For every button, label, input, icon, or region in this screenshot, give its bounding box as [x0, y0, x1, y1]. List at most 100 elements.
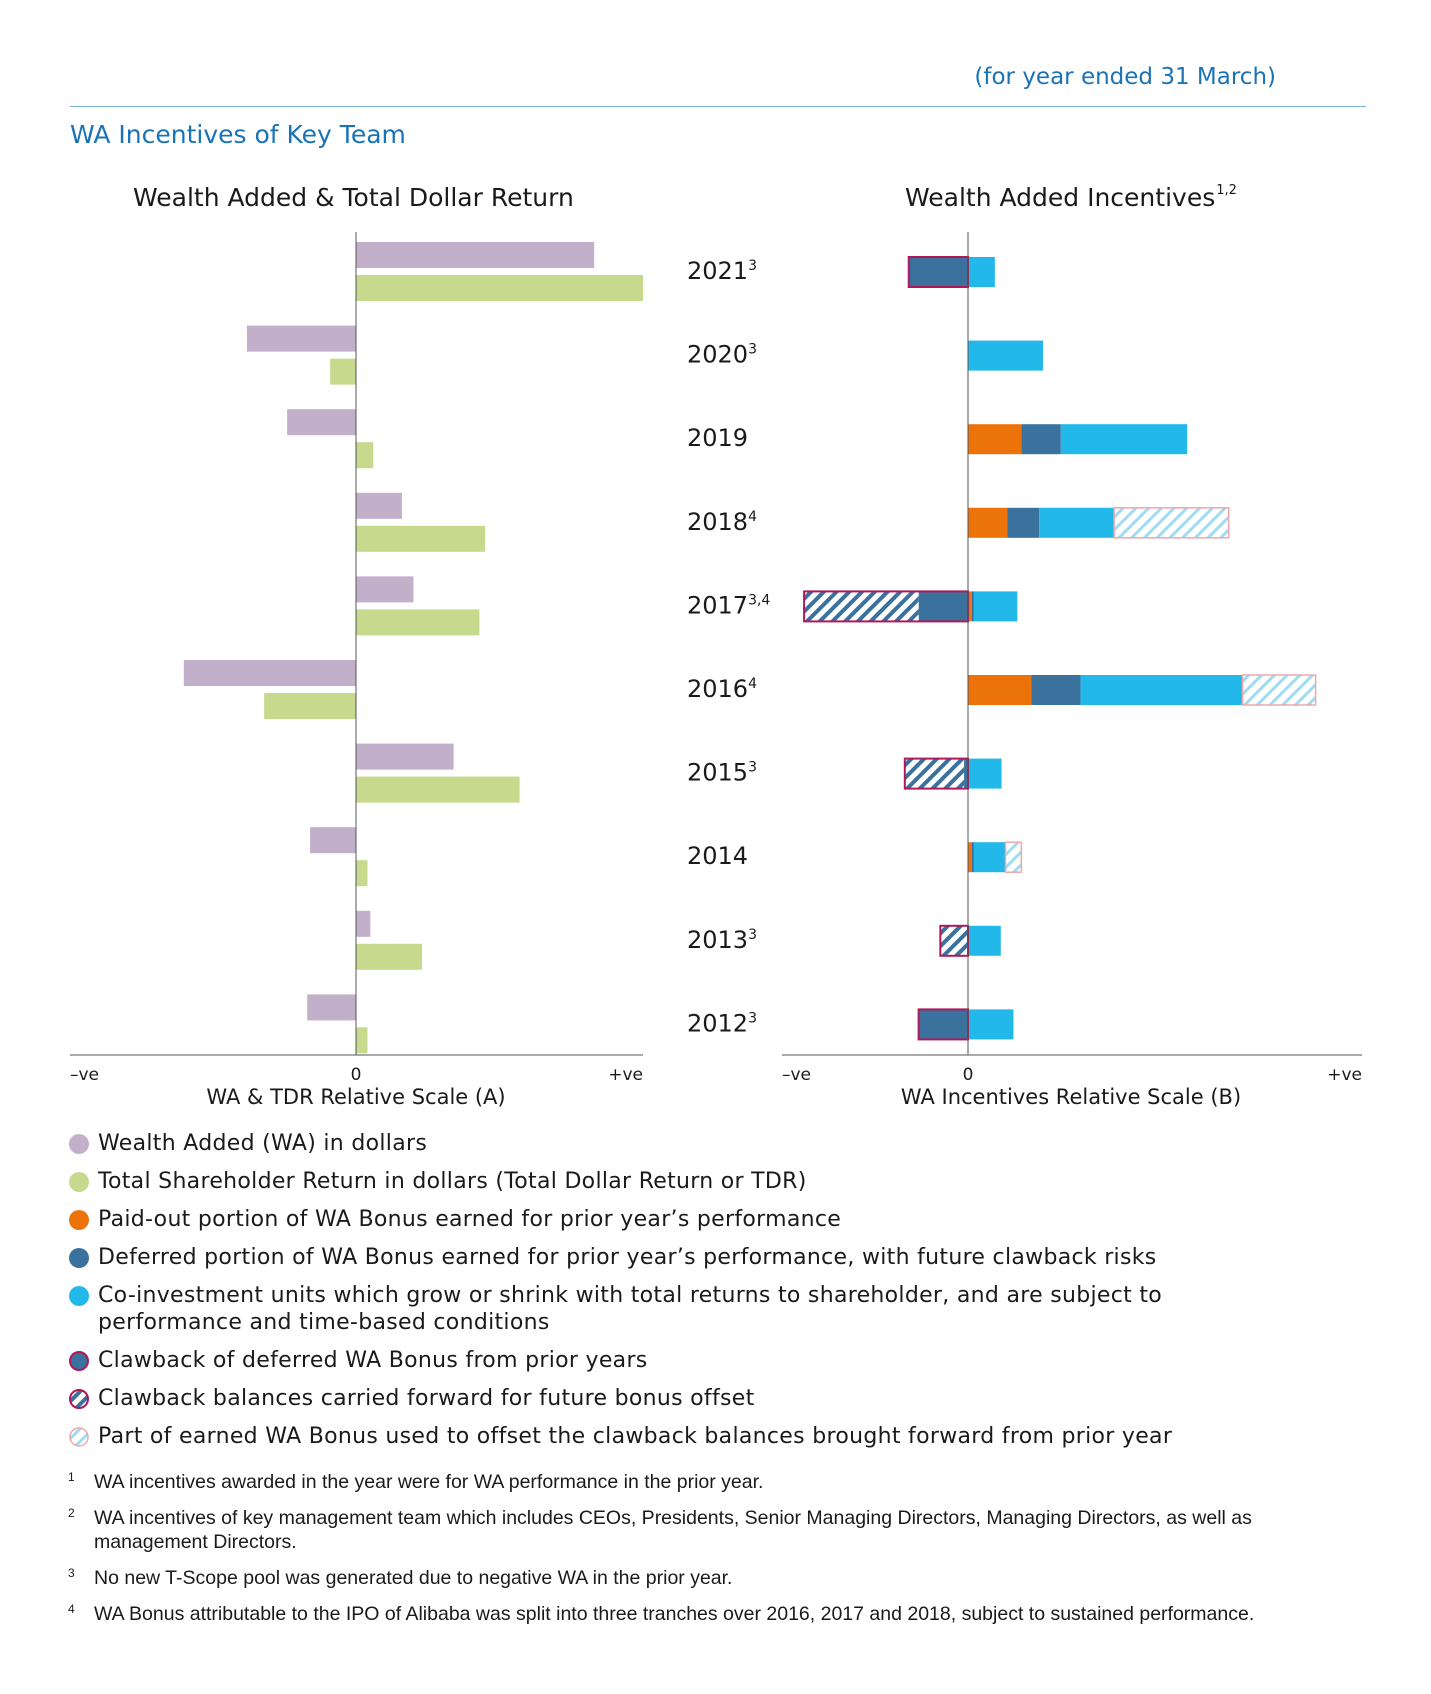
footnote-text: No new T-Scope pool was generated due to…	[94, 1567, 733, 1589]
footnote-1: 1 WA incentives awarded in the year were …	[68, 1470, 1368, 1494]
legend-swatch-icon	[69, 1427, 89, 1447]
left-x-axis-label: WA & TDR Relative Scale (A)	[206, 1085, 505, 1109]
right-tick-pos: +ve	[1327, 1065, 1362, 1085]
footnote-3: 3 No new T-Scope pool was generated due t…	[68, 1566, 1368, 1590]
bar-coinvest-2019	[1060, 424, 1188, 455]
legend-item-clawback-cf: Clawback balances carried forward for fu…	[68, 1385, 1268, 1412]
bar-offset-2018	[1113, 507, 1230, 539]
legend-label: Total Shareholder Return in dollars (Tot…	[98, 1169, 807, 1194]
footnote-number: 1	[68, 1470, 75, 1484]
year-label-2018: 20184	[687, 508, 757, 536]
legend-item-coinvest: Co-investment units which grow or shrink…	[68, 1282, 1268, 1336]
bar-paid-out-2019	[968, 424, 1022, 455]
legend-item-deferred: Deferred portion of WA Bonus earned for …	[68, 1244, 1268, 1271]
left-tick-neg: –ve	[70, 1065, 99, 1085]
legend-swatch-icon	[69, 1351, 89, 1371]
section-title: WA Incentives of Key Team	[70, 120, 406, 149]
left-tick-pos: +ve	[608, 1065, 643, 1085]
year-label-2019: 2019	[687, 424, 748, 452]
bar-deferred-2014	[971, 842, 974, 873]
bar-clawback-2021	[908, 257, 968, 287]
bar-tdr-2017	[356, 609, 480, 636]
footnote-2: 2 WA incentives of key management team wh…	[68, 1506, 1368, 1554]
right-tick-zero: 0	[963, 1065, 974, 1085]
legend-swatch-icon	[69, 1389, 89, 1409]
bar-tdr-2021	[356, 275, 643, 301]
footnote-number: 4	[68, 1602, 75, 1616]
bar-tdr-2018	[356, 525, 486, 552]
legend-label: Co-investment units which grow or shrink…	[98, 1283, 1163, 1335]
legend-swatch-icon	[69, 1248, 89, 1268]
legend-label: Clawback balances carried forward for fu…	[98, 1386, 755, 1411]
left-tick-zero: 0	[351, 1065, 362, 1085]
legend-item-offset: Part of earned WA Bonus used to offset t…	[68, 1423, 1268, 1450]
legend-swatch-icon	[69, 1210, 89, 1230]
bar-coinvest-2013	[968, 925, 1001, 956]
bar-wa-2014	[310, 827, 356, 854]
footnote-text: WA incentives of key management team whi…	[94, 1507, 1252, 1553]
right-chart-title-text: Wealth Added Incentives	[905, 183, 1216, 212]
footnote-text: WA Bonus attributable to the IPO of Alib…	[94, 1603, 1255, 1625]
footnotes: 1 WA incentives awarded in the year were …	[68, 1470, 1368, 1638]
bar-paid-out-2018	[968, 507, 1008, 538]
legend-item-wa: Wealth Added (WA) in dollars	[68, 1130, 1268, 1157]
bar-tdr-2015	[356, 776, 520, 803]
bar-wa-2012	[307, 994, 356, 1021]
legend: Wealth Added (WA) in dollars Total Shareh…	[68, 1130, 1268, 1461]
header-rule	[70, 106, 1366, 107]
bar-offset-2014	[1004, 841, 1023, 873]
bar-coinvest-2016	[1080, 675, 1243, 705]
bar-tdr-2016	[264, 693, 356, 719]
bar-coinvest-2018	[1039, 507, 1115, 538]
bar-clawback-cf-2015	[904, 758, 965, 789]
year-label-2013: 20133	[687, 926, 757, 954]
legend-item-clawback: Clawback of deferred WA Bonus from prior…	[68, 1347, 1268, 1374]
bar-paid-out-2017	[968, 591, 972, 622]
legend-swatch-icon	[69, 1286, 89, 1306]
bar-coinvest-2021	[968, 257, 995, 287]
footnote-number: 3	[68, 1566, 75, 1580]
legend-label: Paid-out portion of WA Bonus earned for …	[98, 1207, 842, 1232]
year-label-2014: 2014	[687, 842, 748, 870]
legend-item-paid-out: Paid-out portion of WA Bonus earned for …	[68, 1206, 1268, 1233]
charts-svg: –ve 0 +ve WA & TDR Relative Scale (A) –ve 0 +…	[70, 232, 1362, 1109]
bar-clawback-2017	[918, 591, 968, 622]
bar-wa-2013	[356, 910, 371, 937]
right-chart-title-sup: 1,2	[1216, 183, 1237, 198]
bar-clawback-2015	[964, 758, 968, 789]
legend-swatch-icon	[69, 1134, 89, 1154]
year-label-2017: 20173,4	[687, 591, 770, 619]
period-note: (for year ended 31 March)	[974, 64, 1276, 90]
year-label-2020: 20203	[687, 341, 757, 369]
bar-wa-2019	[287, 409, 356, 436]
footnote-4: 4 WA Bonus attributable to the IPO of Ali…	[68, 1602, 1368, 1626]
year-label-2015: 20153	[687, 759, 757, 787]
bar-deferred-2016	[1031, 675, 1081, 705]
left-chart-title: Wealth Added & Total Dollar Return	[133, 183, 574, 212]
bar-deferred-2018	[1007, 507, 1040, 538]
bar-tdr-2014	[356, 860, 368, 887]
bar-wa-2018	[356, 492, 402, 519]
year-label-2021: 20213	[687, 257, 757, 285]
bar-coinvest-2020	[968, 340, 1044, 371]
right-chart: –ve 0 +ve WA Incentives Relative Scale (B)	[782, 232, 1362, 1109]
bar-deferred-2017	[971, 591, 974, 622]
bar-wa-2017	[356, 576, 414, 603]
legend-item-tdr: Total Shareholder Return in dollars (Tot…	[68, 1168, 1268, 1195]
right-tick-neg: –ve	[782, 1065, 811, 1085]
footnote-text: WA incentives awarded in the year were f…	[94, 1471, 764, 1493]
bar-tdr-2013	[356, 943, 423, 970]
bar-coinvest-2015	[968, 758, 1002, 789]
bar-tdr-2020	[330, 358, 356, 385]
bar-paid-out-2014	[968, 842, 972, 873]
bar-coinvest-2014	[973, 842, 1006, 873]
bar-clawback-cf-2017	[804, 591, 919, 622]
footnote-number: 2	[68, 1506, 75, 1520]
year-label-2016: 20164	[687, 675, 757, 703]
bar-clawback-2012	[918, 1009, 968, 1040]
bar-coinvest-2017	[973, 591, 1018, 622]
right-chart-title: Wealth Added Incentives1,2	[905, 183, 1237, 212]
legend-label: Deferred portion of WA Bonus earned for …	[98, 1245, 1157, 1270]
year-labels: 20213 20203 2019 20184 20173,4 20164 20153 2014…	[687, 257, 770, 1037]
bar-wa-2020	[246, 325, 356, 352]
